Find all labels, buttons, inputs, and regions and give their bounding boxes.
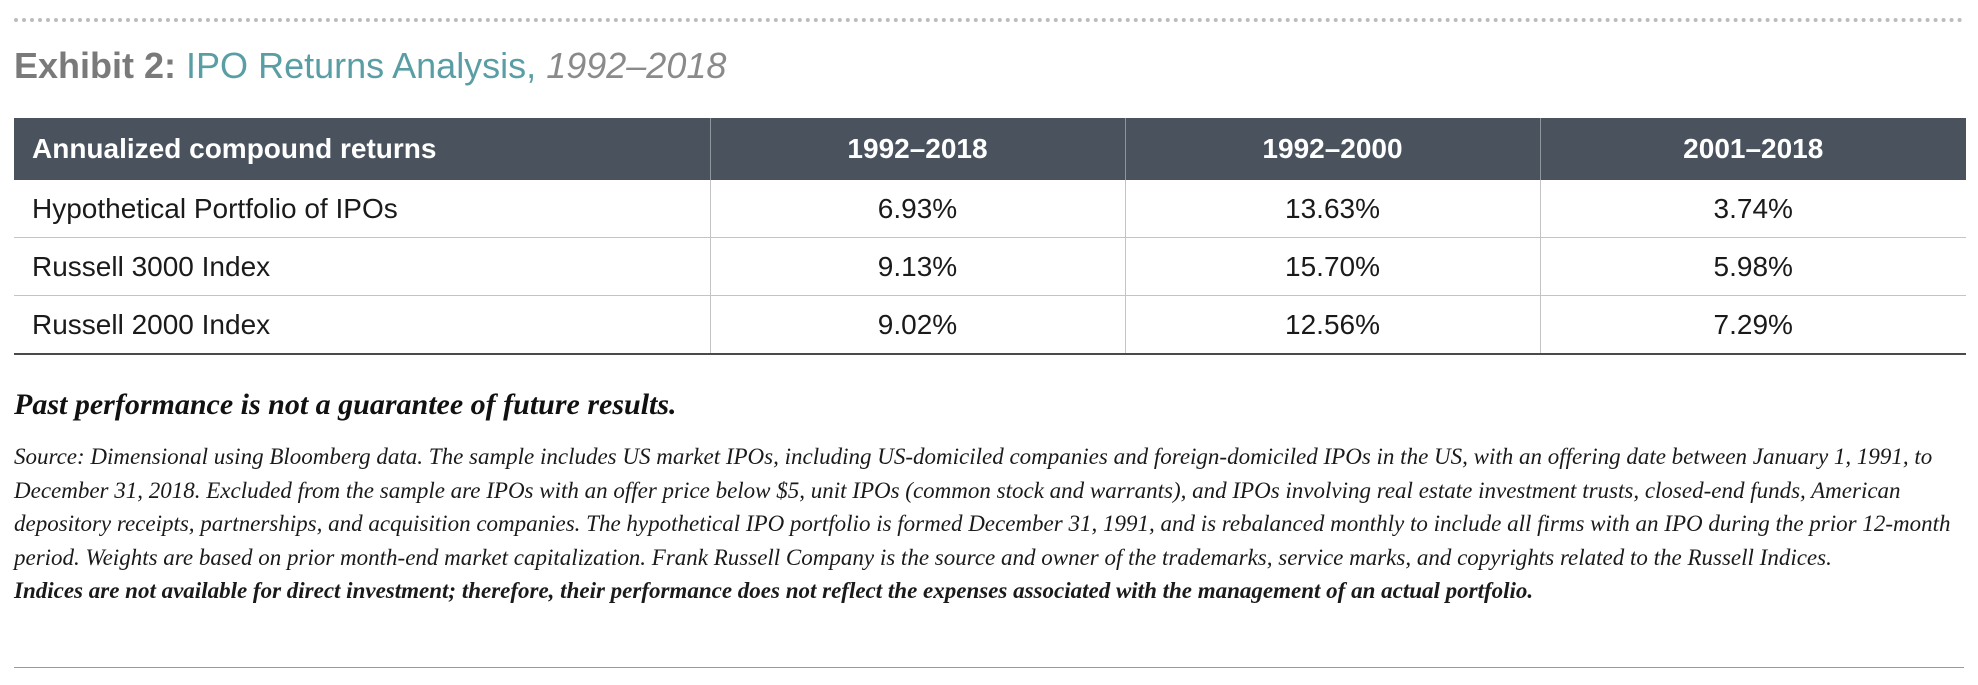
column-header: 2001–2018 bbox=[1539, 118, 1966, 180]
table-row: Russell 2000 Index 9.02% 12.56% 7.29% bbox=[14, 295, 1966, 355]
table-cell: 9.02% bbox=[709, 295, 1125, 355]
exhibit-label: Exhibit 2: bbox=[14, 45, 177, 86]
bottom-divider bbox=[14, 667, 1964, 668]
row-label: Russell 2000 Index bbox=[14, 295, 710, 355]
table-cell: 13.63% bbox=[1124, 180, 1540, 238]
returns-table: Annualized compound returns 1992–2018 19… bbox=[14, 118, 1966, 355]
table-cell: 3.74% bbox=[1539, 180, 1966, 238]
table-cell: 5.98% bbox=[1539, 237, 1966, 296]
exhibit-period: 1992–2018 bbox=[546, 45, 727, 86]
table-cell: 15.70% bbox=[1124, 237, 1540, 296]
top-dotted-divider bbox=[14, 18, 1964, 22]
table-row: Russell 3000 Index 9.13% 15.70% 5.98% bbox=[14, 237, 1966, 296]
row-label: Hypothetical Portfolio of IPOs bbox=[14, 180, 710, 238]
column-header: Annualized compound returns bbox=[14, 118, 710, 180]
table-row: Hypothetical Portfolio of IPOs 6.93% 13.… bbox=[14, 180, 1966, 238]
exhibit-title: Exhibit 2: IPO Returns Analysis, 1992–20… bbox=[14, 42, 726, 90]
column-header: 1992–2018 bbox=[709, 118, 1125, 180]
exhibit-name: IPO Returns Analysis, bbox=[186, 45, 537, 86]
performance-disclaimer: Past performance is not a guarantee of f… bbox=[14, 388, 677, 421]
source-note-text: Source: Dimensional using Bloomberg data… bbox=[14, 444, 1951, 570]
row-label: Russell 3000 Index bbox=[14, 237, 710, 296]
source-note-bold-text: Indices are not available for direct inv… bbox=[14, 578, 1534, 603]
table-cell: 9.13% bbox=[709, 237, 1125, 296]
source-note: Source: Dimensional using Bloomberg data… bbox=[14, 440, 1964, 608]
table-cell: 6.93% bbox=[709, 180, 1125, 238]
table-header-row: Annualized compound returns 1992–2018 19… bbox=[14, 118, 1966, 180]
column-header: 1992–2000 bbox=[1124, 118, 1540, 180]
table-cell: 12.56% bbox=[1124, 295, 1540, 355]
table-cell: 7.29% bbox=[1539, 295, 1966, 355]
